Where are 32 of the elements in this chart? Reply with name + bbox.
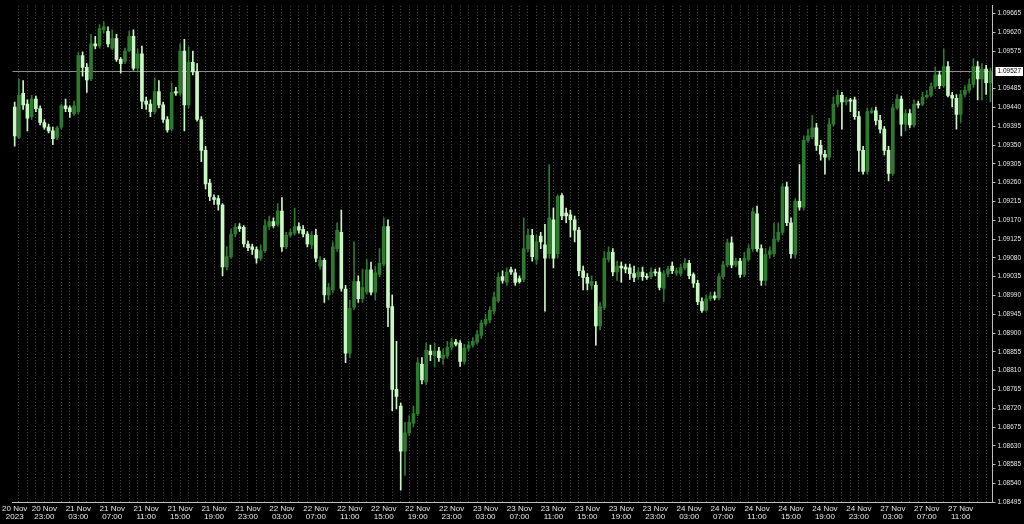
x-tick-label: 20 Nov 2023 xyxy=(2,503,28,521)
x-tick-label: 23 Nov 03:00 xyxy=(472,503,499,521)
x-tick-label: 24 Nov 07:00 xyxy=(710,503,736,521)
x-tick-label: 21 Nov 15:00 xyxy=(167,503,193,521)
x-tick-label: 21 Nov 03:00 xyxy=(65,503,91,521)
x-tick-label: 22 Nov 23:00 xyxy=(438,503,465,521)
x-tick-label: 24 Nov 23:00 xyxy=(846,503,872,521)
candlestick xyxy=(840,92,844,130)
x-tick-label: 23 Nov 19:00 xyxy=(608,503,634,521)
x-tick-label: 24 Nov 15:00 xyxy=(778,503,804,521)
x-tick-label: 23 Nov 23:00 xyxy=(642,503,668,521)
x-tick-label: 21 Nov 07:00 xyxy=(99,503,125,521)
x-tick-label: 22 Nov 07:00 xyxy=(303,503,329,521)
candlestick xyxy=(543,224,547,312)
x-tick-label: 22 Nov 03:00 xyxy=(269,503,295,521)
candlestick xyxy=(644,273,649,280)
x-tick-label: 24 Nov 19:00 xyxy=(812,503,838,521)
x-tick-label: 22 Nov 19:00 xyxy=(405,503,431,521)
x-tick-label: 21 Nov 23:00 xyxy=(235,503,261,521)
x-tick-label: 22 Nov 11:00 xyxy=(337,503,363,521)
x-tick-label: 21 Nov 11:00 xyxy=(133,503,159,521)
x-tick-label: 23 Nov 15:00 xyxy=(574,503,601,521)
x-tick-label: 23 Nov 07:00 xyxy=(506,503,533,521)
x-tick-label: 24 Nov 03:00 xyxy=(676,503,702,521)
x-tick-label: 27 Nov 07:00 xyxy=(914,503,940,521)
x-tick-label: 27 Nov 11:00 xyxy=(948,503,974,521)
x-tick-label: 22 Nov 15:00 xyxy=(371,503,397,521)
x-tick-label: 23 Nov 11:00 xyxy=(540,503,567,521)
x-tick-label: 21 Nov 19:00 xyxy=(201,503,227,521)
x-tick-label: 24 Nov 11:00 xyxy=(744,503,770,521)
x-tick-label: 20 Nov 23:00 xyxy=(31,503,58,521)
x-tick-label: 27 Nov 03:00 xyxy=(880,503,906,521)
